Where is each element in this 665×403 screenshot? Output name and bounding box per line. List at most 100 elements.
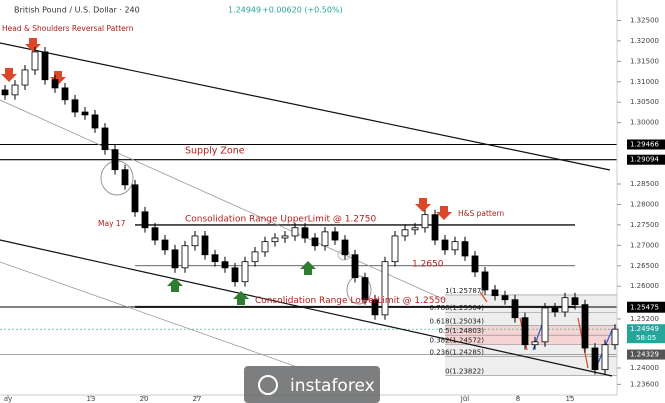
candle-body xyxy=(111,149,119,171)
level-label: 1.2650 xyxy=(412,259,444,269)
level-label: Consolidation Range UpperLimit @ 1.2750 xyxy=(185,214,376,224)
price-box xyxy=(627,139,665,150)
candle-body xyxy=(361,277,369,301)
price-box xyxy=(627,349,665,360)
y-tick-label: 1.28000 xyxy=(630,200,659,208)
level-label: Consolidation Range LowerLimit @ 1.2550 xyxy=(255,296,446,306)
trend-line xyxy=(0,261,301,369)
y-tick-label: 1.27000 xyxy=(630,241,659,249)
price-box-label: 1.25475 xyxy=(630,304,659,312)
candle-body xyxy=(81,111,89,116)
candle-body xyxy=(271,237,279,243)
candle-body xyxy=(281,235,289,239)
candle-body xyxy=(491,289,499,297)
candle-body xyxy=(231,267,239,283)
x-tick-label: ay xyxy=(4,395,12,403)
trend-line xyxy=(0,42,611,171)
fib-label: 0.618(1.25034) xyxy=(430,318,485,326)
price-change: +0.00620 (+0.50%) xyxy=(262,6,343,15)
candle-body xyxy=(21,69,29,86)
chart-title: British Pound / U.S. Dollar · 240 xyxy=(14,6,140,15)
annotation: H&S pattern xyxy=(458,209,504,218)
candle-body xyxy=(181,245,189,269)
fib-label: 0.5(1.24803) xyxy=(438,327,484,335)
annotation: Supply Zone xyxy=(185,146,245,157)
last-price-box xyxy=(627,324,665,344)
fib-label: 0.236(1.24285) xyxy=(430,348,485,356)
candle-body xyxy=(61,87,69,101)
candle-body xyxy=(541,307,549,343)
candle-body xyxy=(51,79,59,89)
x-tick-label: 20 xyxy=(140,395,149,403)
candle-body xyxy=(561,297,569,313)
candle-body xyxy=(511,299,519,319)
candle-body xyxy=(131,184,139,213)
candle-body xyxy=(431,214,439,241)
candle-body xyxy=(31,51,39,71)
x-tick-label: 13 xyxy=(87,395,96,403)
y-tick-label: 1.32000 xyxy=(630,37,659,45)
candle-body xyxy=(311,237,319,247)
candle-body xyxy=(501,295,509,301)
candle-body xyxy=(581,304,589,349)
last-price: 1.24949 xyxy=(228,6,261,15)
watermark: instaforex xyxy=(244,366,380,403)
logo xyxy=(258,375,278,395)
fib-label: 1(1.25787) xyxy=(445,287,484,295)
trend-line xyxy=(0,99,446,301)
x-tick-label: Jul xyxy=(460,395,470,403)
candle-body xyxy=(101,127,109,151)
candle-body xyxy=(261,241,269,253)
candle-body xyxy=(11,84,19,96)
price-box xyxy=(627,302,665,313)
annotation: May 17 xyxy=(98,219,126,228)
candles xyxy=(1,47,619,375)
price-box-label: 1.29466 xyxy=(630,141,659,149)
candle-body xyxy=(371,299,379,316)
candle-body xyxy=(191,235,199,247)
candle-body xyxy=(201,235,209,256)
candle-body xyxy=(161,239,169,251)
highlight-circle xyxy=(346,275,372,305)
candle-body xyxy=(141,211,149,229)
candle-body xyxy=(441,239,449,251)
watermark-text: instaforex xyxy=(290,376,375,396)
candle-body xyxy=(171,249,179,269)
price-box-label: 1.29094 xyxy=(630,156,659,164)
candle-body xyxy=(411,227,419,231)
candle-body xyxy=(41,51,49,81)
candle-body xyxy=(241,261,249,283)
fib-label: 0.786(1.25364) xyxy=(430,304,485,312)
y-tick-label: 1.30000 xyxy=(630,119,659,127)
red-markers xyxy=(1,38,452,220)
y-tick-label: 1.28500 xyxy=(630,180,659,188)
y-tick-label: 1.31000 xyxy=(630,78,659,86)
last-price-label: 1.24949 xyxy=(630,325,659,333)
candle-body xyxy=(401,229,409,237)
candle-body xyxy=(531,341,539,346)
candle-body xyxy=(331,231,339,241)
candle-body xyxy=(551,307,559,313)
candle-body xyxy=(221,261,229,269)
candle-body xyxy=(571,297,579,306)
candle-body xyxy=(601,344,609,371)
candle-body xyxy=(521,317,529,346)
candle-body xyxy=(471,255,479,273)
y-tick-label: 1.24000 xyxy=(630,364,659,372)
candle-body xyxy=(321,231,329,247)
candle-body xyxy=(91,114,99,129)
y-tick-label: 1.30500 xyxy=(630,98,659,106)
candle-body xyxy=(251,251,259,263)
y-tick-label: 1.26000 xyxy=(630,282,659,290)
candle-body xyxy=(151,227,159,241)
price-box-label: 1.24329 xyxy=(630,351,659,359)
candle-body xyxy=(381,261,389,316)
y-tick-label: 1.25200 xyxy=(630,315,659,323)
candle-body xyxy=(611,328,619,346)
candle-body xyxy=(341,239,349,256)
trend-line xyxy=(0,239,613,377)
candle-body xyxy=(211,254,219,263)
watermark-bg xyxy=(244,366,380,403)
candle-body xyxy=(451,241,459,251)
candle-body xyxy=(421,214,429,229)
